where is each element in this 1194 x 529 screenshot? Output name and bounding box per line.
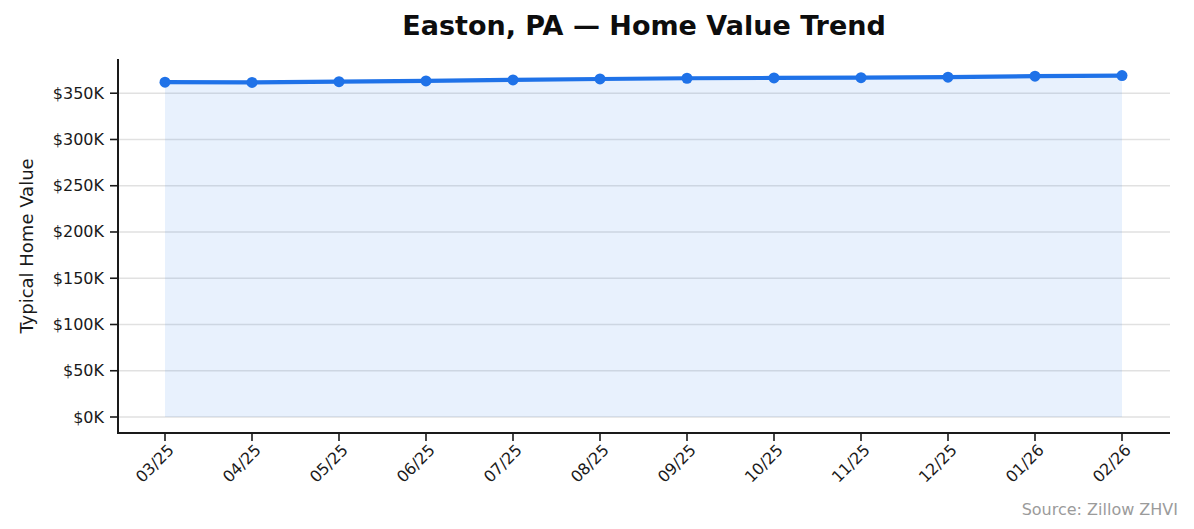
data-point	[769, 72, 780, 83]
data-point	[1030, 71, 1041, 82]
data-point	[508, 74, 519, 85]
x-tick-label: 03/25	[132, 440, 178, 486]
y-tick-label: $200K	[53, 222, 105, 241]
y-tick-label: $150K	[53, 269, 105, 288]
y-tick-label: $300K	[53, 130, 105, 149]
data-point	[334, 76, 345, 87]
x-tick-label: 10/25	[741, 440, 787, 486]
y-tick-label: $250K	[53, 176, 105, 195]
x-tick-label: 09/25	[654, 440, 700, 486]
chart-svg: $0K $50K $100K $150K $200K $250K $300K $350K 03/…	[0, 0, 1194, 529]
x-tick-label: 01/26	[1002, 440, 1048, 486]
chart-figure: Easton, PA — Home Value Trend Typical Ho…	[0, 0, 1194, 529]
x-tick-label: 11/25	[828, 440, 874, 486]
x-tick-label: 05/25	[306, 440, 352, 486]
data-point	[160, 77, 171, 88]
source-note: Source: Zillow ZHVI	[1022, 500, 1178, 519]
x-tick-label: 04/25	[219, 440, 265, 486]
x-tick-label: 07/25	[480, 440, 526, 486]
y-tick-label: $50K	[63, 361, 105, 380]
y-tick-label: $100K	[53, 315, 105, 334]
data-point	[682, 73, 693, 84]
y-tick-label: $0K	[73, 408, 104, 427]
y-tick-label: $350K	[53, 84, 105, 103]
data-point	[595, 73, 606, 84]
x-tick-label: 02/26	[1089, 440, 1135, 486]
data-point	[421, 75, 432, 86]
data-point	[247, 77, 258, 88]
data-point	[856, 72, 867, 83]
data-point	[1117, 70, 1128, 81]
area-fill	[165, 76, 1122, 417]
x-tick-label: 06/25	[393, 440, 439, 486]
data-point	[943, 72, 954, 83]
x-tick-label: 12/25	[915, 440, 961, 486]
x-tick-label: 08/25	[567, 440, 613, 486]
